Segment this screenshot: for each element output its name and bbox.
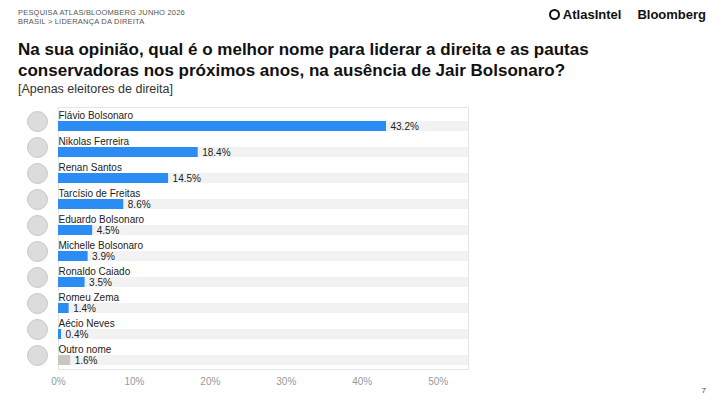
html-text:7: 7 bbox=[701, 386, 706, 395]
svg-text:0.4%: 0.4% bbox=[66, 329, 89, 340]
html-text:AtlasIntel: AtlasIntel bbox=[562, 7, 622, 22]
svg-text:3.9%: 3.9% bbox=[92, 251, 115, 262]
svg-text:Eduardo Bolsonaro: Eduardo Bolsonaro bbox=[59, 214, 145, 225]
html-text:Bloomberg: Bloomberg bbox=[637, 7, 706, 22]
html-text:BRASIL > LIDERANÇA DA DIREITA: BRASIL > LIDERANÇA DA DIREITA bbox=[18, 17, 145, 26]
svg-text:40%: 40% bbox=[352, 376, 372, 387]
svg-text:Flávio Bolsonaro: Flávio Bolsonaro bbox=[59, 110, 134, 121]
svg-text:14.5%: 14.5% bbox=[173, 173, 201, 184]
svg-text:1.4%: 1.4% bbox=[73, 303, 96, 314]
svg-text:Renan Santos: Renan Santos bbox=[59, 162, 122, 173]
svg-text:Outro nome: Outro nome bbox=[59, 344, 112, 355]
svg-text:43.2%: 43.2% bbox=[391, 121, 419, 132]
svg-text:Nikolas Ferreira: Nikolas Ferreira bbox=[59, 136, 130, 147]
svg-text:50%: 50% bbox=[428, 376, 448, 387]
html-text:PESQUISA ATLAS/BLOOMBERG JUNHO: PESQUISA ATLAS/BLOOMBERG JUNHO 2026 bbox=[18, 8, 185, 17]
html-text:Na sua opinião, qual é o melho: Na sua opinião, qual é o melhor nome par… bbox=[18, 40, 589, 80]
svg-text:8.6%: 8.6% bbox=[128, 199, 151, 210]
svg-text:4.5%: 4.5% bbox=[97, 225, 120, 236]
svg-text:18.4%: 18.4% bbox=[202, 147, 230, 158]
svg-text:Ronaldo Caiado: Ronaldo Caiado bbox=[59, 266, 131, 277]
svg-text:20%: 20% bbox=[200, 376, 220, 387]
svg-text:30%: 30% bbox=[276, 376, 296, 387]
svg-text:1.6%: 1.6% bbox=[75, 355, 98, 366]
svg-text:Aécio Neves: Aécio Neves bbox=[59, 318, 115, 329]
svg-text:Tarcísio de Freitas: Tarcísio de Freitas bbox=[59, 188, 141, 199]
svg-text:Michelle Bolsonaro: Michelle Bolsonaro bbox=[59, 240, 144, 251]
svg-text:Romeu Zema: Romeu Zema bbox=[59, 292, 120, 303]
svg-text:10%: 10% bbox=[124, 376, 144, 387]
svg-text:3.5%: 3.5% bbox=[89, 277, 112, 288]
html-text:[Apenas eleitores de direita]: [Apenas eleitores de direita] bbox=[18, 82, 173, 96]
svg-text:0%: 0% bbox=[51, 376, 66, 387]
